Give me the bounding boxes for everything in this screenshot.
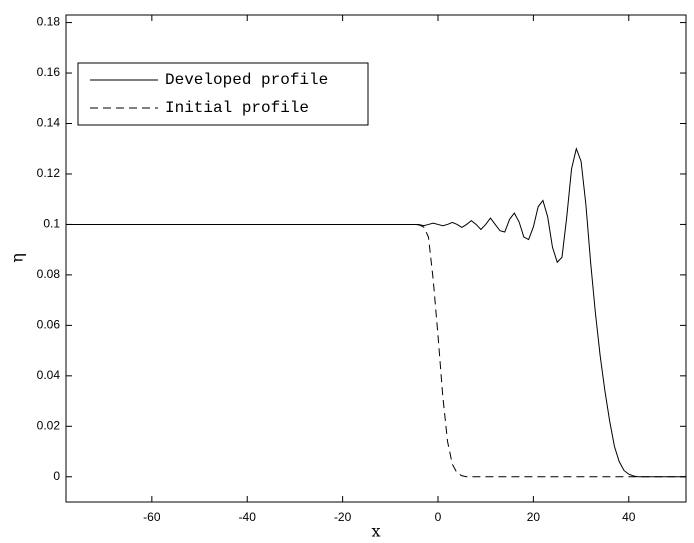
y-tick-label: 0.14 [37,116,61,130]
series-line [66,147,686,478]
x-tick-label: 20 [527,510,541,524]
y-tick-label: 0.1 [43,217,60,231]
x-tick-label: 0 [435,510,442,524]
x-tick-label: -60 [143,510,161,524]
x-axis-label: x [371,522,380,541]
y-tick-label: 0.16 [37,65,61,79]
legend-label: Initial profile [165,99,309,117]
y-tick-label: 0.08 [37,267,61,281]
y-tick-label: 0 [53,469,60,483]
y-tick-label: 0.04 [37,368,61,382]
x-tick-label: 40 [622,510,636,524]
y-tick-label: 0.12 [37,166,61,180]
y-tick-label: 0.06 [37,318,61,332]
y-tick-label: 0.18 [37,15,61,29]
x-tick-label: -20 [334,510,352,524]
y-axis-label: η [8,253,27,263]
x-tick-label: -40 [239,510,257,524]
series-line [66,223,686,478]
plot-area [65,14,687,503]
legend-label: Developed profile [165,71,328,89]
legend-box [77,62,369,126]
y-tick-label: 0.02 [37,418,61,432]
